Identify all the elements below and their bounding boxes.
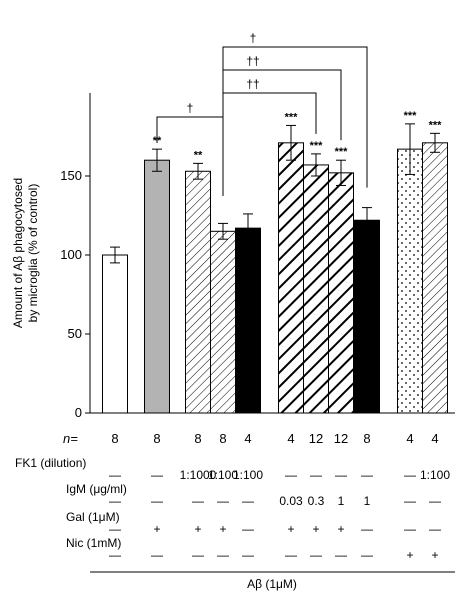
- significance-stars: ***: [335, 146, 349, 158]
- table-cell: +: [337, 522, 344, 536]
- table-cell: —: [335, 548, 347, 562]
- table-cell: —: [217, 548, 229, 562]
- bar: [278, 142, 304, 414]
- significance-stars: ***: [404, 110, 418, 122]
- table-cell: +: [431, 548, 438, 562]
- bar: [144, 159, 170, 414]
- table-cell: —: [361, 468, 373, 482]
- table-cell: —: [335, 468, 347, 482]
- bracket-dagger-label: †: [187, 101, 194, 115]
- table-cell: —: [285, 468, 297, 482]
- row-label: Gal (1μM): [66, 510, 120, 524]
- table-cell: —: [404, 468, 416, 482]
- table-cell: —: [429, 494, 441, 508]
- table-cell: —: [310, 468, 322, 482]
- table-cell: —: [151, 494, 163, 508]
- y-axis-label-line-2: by microglia (% of control): [26, 184, 40, 323]
- n-value: 8: [219, 431, 226, 446]
- significance-brackets: ††††††: [156, 31, 368, 196]
- n-value: 8: [153, 431, 160, 446]
- bar: [397, 148, 423, 414]
- y-tick-label: 0: [75, 405, 82, 420]
- table-cell: —: [361, 548, 373, 562]
- bars-layer: *******************: [102, 110, 448, 414]
- n-value: 4: [244, 431, 251, 446]
- table-cell: +: [287, 522, 294, 536]
- bar: [328, 172, 354, 414]
- table-cell: —: [109, 548, 121, 562]
- y-axis-label: Amount of Aβ phagocytosed by microglia (…: [11, 178, 40, 328]
- table-cell: —: [361, 522, 373, 536]
- n-value: 12: [309, 431, 323, 446]
- n-value: 4: [431, 431, 438, 446]
- table-cell: —: [109, 494, 121, 508]
- table-cell: 1:100: [208, 468, 238, 482]
- significance-stars: ***: [429, 119, 443, 131]
- table-cell: —: [404, 522, 416, 536]
- n-value: 8: [363, 431, 370, 446]
- y-tick-label: 50: [68, 326, 82, 341]
- significance-stars: ***: [285, 111, 299, 123]
- bracket-dagger-label: †: [250, 31, 257, 45]
- significance-bracket: [222, 46, 368, 196]
- table-cell: 0.3: [308, 494, 325, 508]
- n-value: 4: [406, 431, 413, 446]
- bar: [185, 170, 211, 414]
- y-tick-label: 150: [60, 168, 82, 183]
- table-cell: —: [151, 548, 163, 562]
- table-cell: —: [217, 494, 229, 508]
- n-label: n=: [63, 431, 78, 446]
- table-cell: —: [192, 548, 204, 562]
- significance-stars: ***: [310, 140, 324, 152]
- n-value: 8: [194, 431, 201, 446]
- significance-stars: **: [194, 149, 203, 161]
- table-cell: —: [310, 548, 322, 562]
- table-cell: —: [242, 548, 254, 562]
- row-label: IgM (μg/ml): [66, 482, 127, 496]
- bar: [102, 254, 128, 414]
- table-cell: —: [109, 468, 121, 482]
- bar: [354, 219, 380, 414]
- table-cell: —: [242, 522, 254, 536]
- table-cell: —: [151, 468, 163, 482]
- table-cell: —: [429, 522, 441, 536]
- table-cell: +: [312, 522, 319, 536]
- bar: [422, 142, 448, 414]
- table-cell: —: [242, 494, 254, 508]
- bar: [235, 227, 261, 414]
- table-cell: —: [285, 548, 297, 562]
- table-cell: 0.03: [279, 494, 303, 508]
- table-cell: +: [153, 522, 160, 536]
- table-cell: —: [404, 494, 416, 508]
- n-value: 12: [334, 431, 348, 446]
- bracket-dagger-label: ††: [246, 54, 259, 68]
- n-value: 8: [111, 431, 118, 446]
- table-cell: 1:100: [420, 468, 450, 482]
- table-cell: —: [192, 494, 204, 508]
- table-cell: —: [109, 522, 121, 536]
- row-label: FK1 (dilution): [15, 456, 86, 470]
- footer-label: Aβ (1μM): [247, 577, 297, 591]
- n-value: 4: [287, 431, 294, 446]
- table-cell: 1: [338, 494, 345, 508]
- row-label: Nic (1mM): [66, 536, 121, 550]
- table-cell: +: [219, 522, 226, 536]
- table-cell: 1: [364, 494, 371, 508]
- y-axis-label-line-1: Amount of Aβ phagocytosed: [11, 178, 25, 328]
- table-cell: +: [406, 548, 413, 562]
- table-cell: +: [194, 522, 201, 536]
- bar: [303, 164, 329, 414]
- y-tick-label: 100: [60, 247, 82, 262]
- bar: [210, 230, 236, 414]
- table-cell: 1:1000: [180, 468, 217, 482]
- table-cell: 1:100: [233, 468, 263, 482]
- bracket-dagger-label: ††: [246, 77, 259, 91]
